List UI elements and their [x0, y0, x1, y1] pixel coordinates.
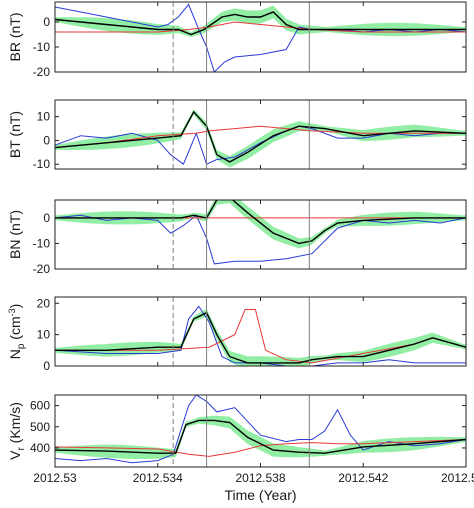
ensemble-band-bn: [55, 200, 466, 249]
plot-area-bn: [55, 200, 466, 269]
ensemble-band-np: [55, 308, 466, 366]
ensemble-median-line-bt: [55, 110, 466, 163]
model-line-br: [55, 21, 466, 33]
xtick-label: 2012.538: [235, 471, 285, 485]
ensemble-median-line-vr: [55, 419, 466, 454]
ensemble-band-vr: [55, 415, 466, 459]
ylabel-br: BR (nT): [7, 13, 23, 62]
ytick-label: -20: [33, 262, 51, 276]
ytick-label: -10: [33, 157, 51, 171]
ytick-label: 0: [43, 211, 50, 225]
xtick-label: 2012.542: [338, 471, 388, 485]
ylabel-vr: Vr (Km/s): [7, 402, 27, 460]
panel-br: 0 -10 -20 BR (nT): [7, 1, 467, 79]
plot-area-np: [55, 297, 466, 366]
xtick-label: 2012.53: [33, 471, 77, 485]
ensemble-band-bt: [55, 109, 466, 168]
ytick-label: 0: [43, 133, 50, 147]
ytick-label: 600: [30, 399, 50, 413]
observed-line-vr: [55, 395, 466, 464]
ytick-label: 0: [43, 15, 50, 29]
plot-area-vr: [55, 395, 466, 467]
ytick-label: 20: [37, 296, 51, 310]
model-line-vr: [55, 439, 466, 457]
observed-line-bt: [55, 125, 466, 165]
plot-area-bt: [55, 100, 466, 169]
xtick-label: 2012.534: [133, 471, 183, 485]
ylabel-bn: BN (nT): [7, 210, 23, 259]
xlabel: Time (Year): [224, 487, 296, 503]
ytick-label: -20: [33, 65, 51, 79]
xtick-label: 2012.546: [441, 471, 474, 485]
ylabel-np: Np (cm-3): [7, 304, 27, 360]
panel-bt: 10 0 -10 BT (nT): [7, 99, 467, 171]
panel-bn: 0 -10 -20 BN (nT): [7, 199, 467, 276]
panel-np: 20 10 0 Np (cm-3): [7, 296, 467, 373]
ytick-label: -10: [33, 40, 51, 54]
plot-area-br: [55, 2, 466, 72]
ytick-label: 500: [30, 420, 50, 434]
model-line-bt: [55, 125, 466, 149]
observed-line-br: [55, 3, 466, 72]
ytick-label: 0: [43, 359, 50, 373]
ytick-label: 10: [37, 328, 51, 342]
ytick-label: 400: [30, 441, 50, 455]
axes-frame-bn: [54, 199, 467, 270]
ytick-label: 10: [37, 110, 51, 124]
ytick-label: -10: [33, 236, 51, 250]
ylabel-bt: BT (nT): [7, 111, 23, 158]
ensemble-median-line-br: [55, 11, 466, 36]
